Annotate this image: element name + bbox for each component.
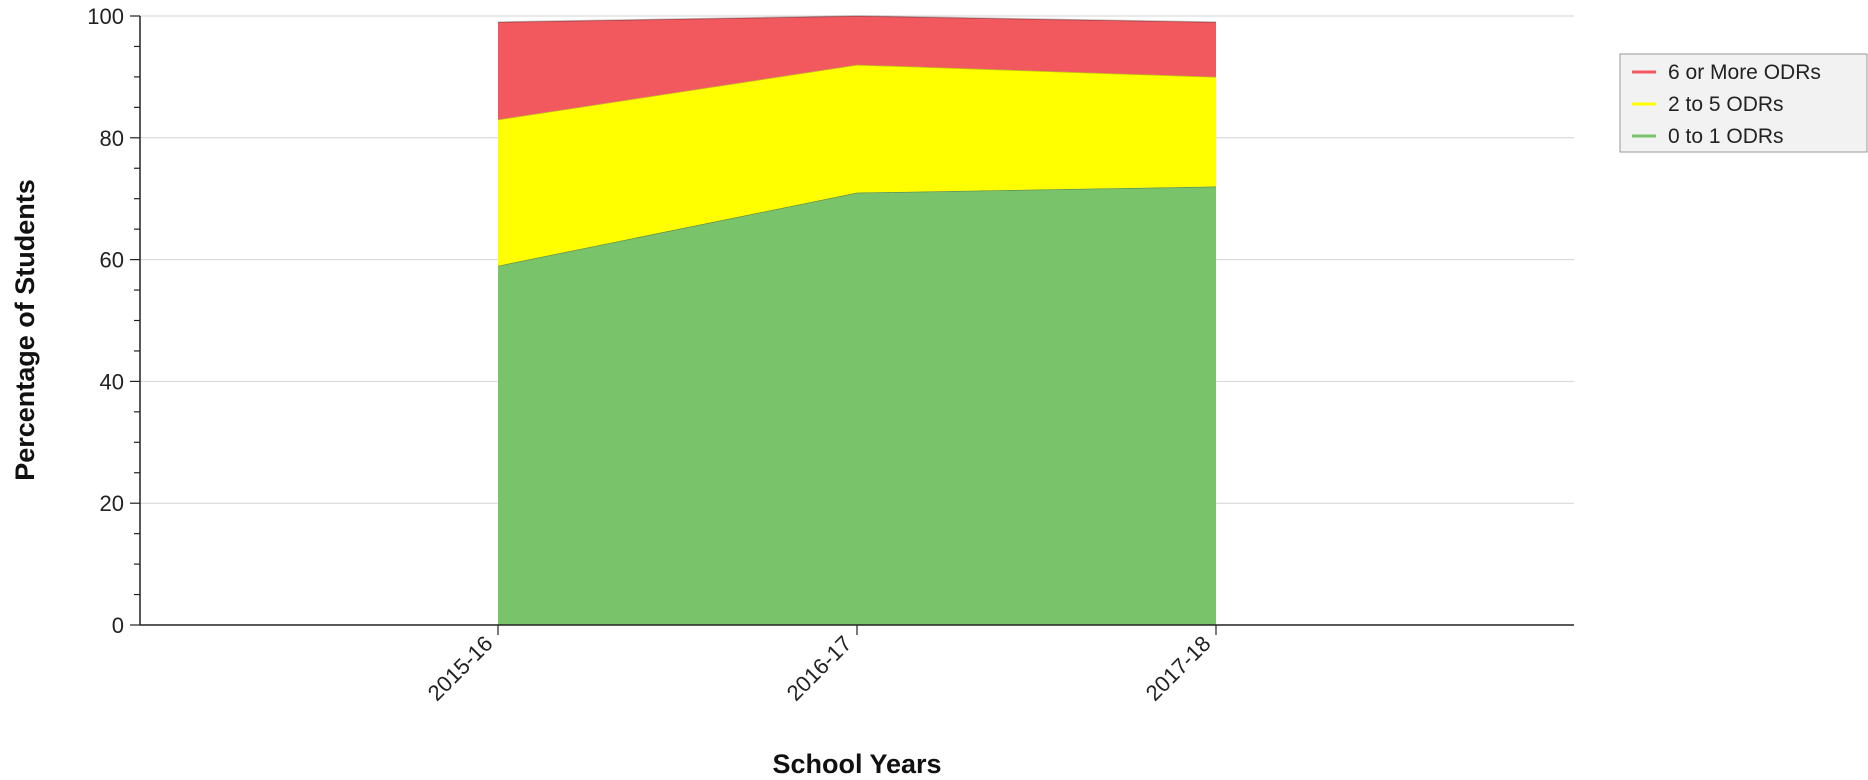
y-axis-title: Percentage of Students — [10, 179, 40, 481]
legend-label-2-to-5-odrs: 2 to 5 ODRs — [1668, 93, 1784, 116]
y-tick-label: 80 — [100, 126, 124, 151]
legend-label-6-or-more-odrs: 6 or More ODRs — [1668, 61, 1821, 84]
y-tick-label: 60 — [100, 248, 124, 273]
y-tick-label: 40 — [100, 369, 124, 394]
legend: 6 or More ODRs 2 to 5 ODRs 0 to 1 ODRs — [1620, 54, 1867, 152]
x-tick-label: 2016-17 — [782, 631, 857, 706]
x-tick-label: 2015-16 — [423, 631, 498, 706]
x-axis-title: School Years — [772, 749, 941, 779]
x-ticks: 2015-16 2016-17 2017-18 — [423, 625, 1216, 706]
y-ticks: 0 20 40 60 80 100 — [87, 4, 140, 638]
y-tick-label: 20 — [100, 491, 124, 516]
legend-label-0-to-1-odrs: 0 to 1 ODRs — [1668, 125, 1784, 148]
area-series — [498, 16, 1216, 625]
y-tick-label: 100 — [87, 4, 124, 29]
area-0-to-1-odrs — [498, 187, 1216, 625]
y-tick-label: 0 — [112, 613, 124, 638]
x-tick-label: 2017-18 — [1141, 631, 1216, 706]
